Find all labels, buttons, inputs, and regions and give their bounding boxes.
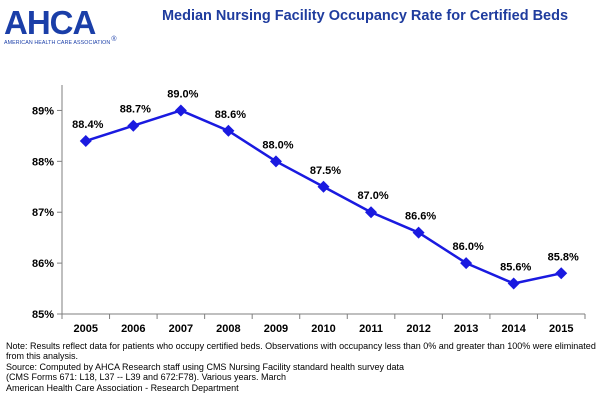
source-line: Source: Computed by AHCA Research staff … <box>6 361 405 372</box>
x-tick-label: 2013 <box>454 323 478 335</box>
data-point-marker <box>412 226 425 239</box>
logo-text: AHCA <box>4 4 96 41</box>
ahca-logo: AHCA AMERICAN HEALTH CARE ASSOCIATION® <box>4 4 129 47</box>
data-label: 88.0% <box>262 139 293 151</box>
logo-subtext-label: AMERICAN HEALTH CARE ASSOCIATION <box>4 40 111 46</box>
data-point-marker <box>174 104 187 117</box>
data-point-marker <box>317 180 330 193</box>
y-tick-label: 87% <box>32 207 54 219</box>
data-point-marker <box>79 134 92 147</box>
data-label: 86.6% <box>405 211 436 223</box>
data-label: 89.0% <box>167 88 198 100</box>
data-label: 88.7% <box>120 104 151 116</box>
department-line: American Health Care Association - Resea… <box>6 382 239 393</box>
data-label: 86.0% <box>453 241 484 253</box>
x-tick-label: 2008 <box>216 323 240 335</box>
x-tick-label: 2010 <box>311 323 335 335</box>
y-tick-label: 88% <box>32 156 54 168</box>
x-tick-label: 2014 <box>501 323 526 335</box>
registered-mark: ® <box>111 36 117 43</box>
data-point-marker <box>507 277 520 290</box>
logo-subtext: AMERICAN HEALTH CARE ASSOCIATION® <box>4 36 129 46</box>
x-tick-label: 2007 <box>169 323 193 335</box>
data-label: 88.6% <box>215 109 246 121</box>
y-tick-label: 86% <box>32 258 54 270</box>
data-point-marker <box>460 257 473 270</box>
y-tick-label: 85% <box>32 309 54 321</box>
data-point-marker <box>127 119 140 132</box>
data-point-marker <box>555 267 568 280</box>
data-label: 85.8% <box>548 251 579 263</box>
data-point-marker <box>269 155 282 168</box>
data-label: 87.0% <box>357 190 388 202</box>
source-detail-line: (CMS Forms 671: L18, L37 -- L39 and 672:… <box>6 372 286 383</box>
note-line: Note: Results reflect data for patients … <box>6 341 596 362</box>
x-tick-label: 2009 <box>264 323 288 335</box>
x-tick-label: 2012 <box>406 323 430 335</box>
data-label: 85.6% <box>500 261 531 273</box>
data-point-marker <box>222 124 235 137</box>
data-label: 88.4% <box>72 119 103 131</box>
x-tick-label: 2011 <box>359 323 383 335</box>
data-label: 87.5% <box>310 165 341 177</box>
chart-notes: Note: Results reflect data for patients … <box>6 341 596 393</box>
series-line <box>85 109 562 285</box>
y-tick-label: 89% <box>32 105 54 117</box>
data-point-marker <box>365 206 378 219</box>
chart-title: Median Nursing Facility Occupancy Rate f… <box>161 8 569 24</box>
x-tick-label: 2005 <box>74 323 98 335</box>
x-tick-label: 2015 <box>549 323 573 335</box>
x-tick-label: 2006 <box>121 323 145 335</box>
